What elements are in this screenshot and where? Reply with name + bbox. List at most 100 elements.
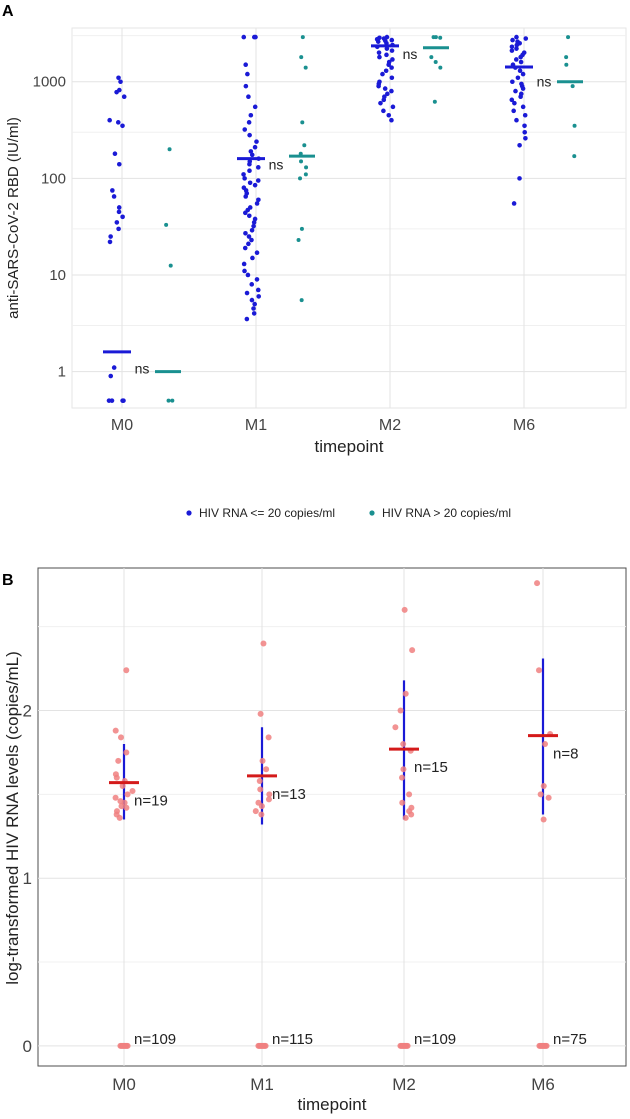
point-low-M1 <box>242 268 247 274</box>
legend-swatch-high <box>369 510 375 516</box>
point-high-M1 <box>303 172 308 177</box>
point-low-M1 <box>246 213 252 219</box>
y-tick-label: 10 <box>49 267 66 284</box>
x-tick-label: M2 <box>392 1075 416 1094</box>
point-M6 <box>545 794 552 801</box>
point-low-M1 <box>251 311 257 316</box>
panel-a-legend: HIV RNA <= 20 copies/ml HIV RNA > 20 cop… <box>186 506 511 520</box>
count-label-positive: n=13 <box>272 786 306 803</box>
point-low-M0 <box>107 117 112 123</box>
point-low-M6 <box>518 94 523 100</box>
point-high-M1 <box>299 226 304 231</box>
point-M2 <box>397 707 404 714</box>
point-low-M0 <box>121 398 126 403</box>
point-low-M2 <box>390 104 396 110</box>
point-low-M6 <box>510 79 515 85</box>
point-M6 <box>534 580 541 587</box>
x-tick-label: M6 <box>531 1075 555 1094</box>
point-low-M1 <box>245 272 251 278</box>
point-M6 <box>540 816 547 823</box>
point-low-M1 <box>248 149 254 154</box>
point-low-M1 <box>246 94 251 100</box>
x-tick-label: M1 <box>250 1075 274 1094</box>
point-low-M0 <box>114 89 119 95</box>
point-low-M2 <box>386 112 392 118</box>
x-tick-label: M1 <box>245 417 267 434</box>
point-low-M2 <box>389 75 395 81</box>
point-low-M1 <box>242 127 248 132</box>
point-low-M1 <box>247 161 252 167</box>
y-tick-label: 1000 <box>33 74 66 91</box>
point-M2 <box>399 774 406 781</box>
point-low-M6 <box>518 54 523 60</box>
point-low-M6 <box>513 57 519 62</box>
point-M1 <box>259 757 266 764</box>
point-low-M0 <box>120 123 125 129</box>
point-low-M0 <box>108 234 113 239</box>
point-low-M1 <box>251 306 256 311</box>
point-high-M6 <box>566 35 571 40</box>
point-low-M1 <box>241 172 246 177</box>
point-low-M0 <box>116 226 121 232</box>
point-low-M6 <box>523 36 529 41</box>
point-high-M6 <box>572 154 577 159</box>
count-label-positive: n=19 <box>134 793 168 810</box>
point-low-M6 <box>520 86 526 91</box>
point-low-M2 <box>382 86 388 91</box>
point-M0 <box>123 749 130 756</box>
point-low-M1 <box>252 301 257 307</box>
panel-a: A ns ns ns ns 1 10 100 1000 M0 M1 M2 M6 timepoint… <box>2 3 627 520</box>
point-low-M1 <box>254 250 260 256</box>
count-label-zero: n=75 <box>553 1031 587 1048</box>
point-low-M0 <box>108 373 114 379</box>
point-M0 <box>116 814 123 821</box>
panel-b-x-ticks: M0 M1 M2 M6 <box>112 1075 555 1094</box>
point-high-M1 <box>299 159 304 164</box>
point-M6 <box>540 782 547 789</box>
count-label-zero: n=109 <box>134 1031 176 1048</box>
point-low-M1 <box>254 277 260 282</box>
point-low-M1 <box>249 297 255 303</box>
point-M1 <box>265 734 272 741</box>
y-tick-label: 2 <box>23 702 32 721</box>
point-low-M2 <box>376 83 381 89</box>
panel-b-plot-area <box>37 567 627 1067</box>
point-low-M0 <box>116 75 121 81</box>
point-high-M1 <box>299 298 304 303</box>
x-tick-label: M6 <box>513 417 535 434</box>
point-M0 <box>119 782 126 789</box>
point-low-M1 <box>246 120 252 125</box>
point-low-M2 <box>384 52 389 58</box>
point-low-M6 <box>510 37 515 43</box>
point-low-M1 <box>246 234 252 239</box>
point-low-M1 <box>244 316 250 322</box>
y-tick-label: 100 <box>41 170 66 187</box>
point-M2 <box>409 647 416 654</box>
point-M1 <box>265 796 272 803</box>
panel-b-marks: n=19 n=109 n=13 n=115 n=15 n=109 n=8 n=75 <box>109 580 587 1049</box>
point-low-M6 <box>509 44 515 50</box>
point-high-M1 <box>300 120 305 125</box>
point-high-M2 <box>438 35 443 40</box>
point-low-M2 <box>383 68 389 74</box>
panel-a-marks: ns ns ns ns <box>103 34 583 403</box>
point-low-M6 <box>509 97 515 103</box>
x-tick-label: M0 <box>112 1075 136 1094</box>
point-low-M1 <box>251 220 257 225</box>
point-low-M6 <box>520 104 526 110</box>
point-low-M1 <box>243 83 249 89</box>
point-M0 <box>124 791 131 798</box>
point-low-M2 <box>389 65 394 70</box>
point-M0 <box>115 757 122 764</box>
point-low-M2 <box>377 54 382 60</box>
point-M6 <box>535 667 542 674</box>
ns-annotation: ns <box>403 46 418 62</box>
point-high-M6 <box>570 84 575 89</box>
count-label-zero: n=109 <box>414 1031 456 1048</box>
point-low-M1 <box>246 241 251 247</box>
point-M2 <box>408 811 415 818</box>
point-low-M6 <box>511 201 517 206</box>
point-M2 <box>406 791 413 798</box>
point-high-M6 <box>564 62 569 67</box>
